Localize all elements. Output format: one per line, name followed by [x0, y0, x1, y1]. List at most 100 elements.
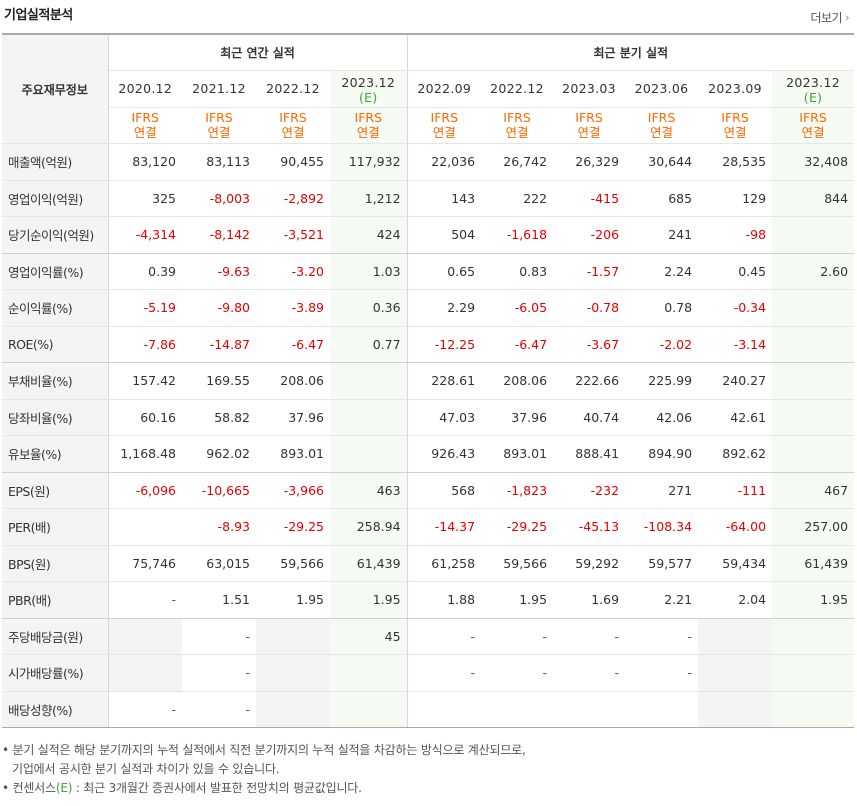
value-cell: 893.01 — [481, 435, 554, 473]
value-cell: 0.65 — [407, 253, 482, 290]
value-cell: -0.34 — [698, 289, 773, 327]
period-header: 2023.09 — [698, 70, 773, 108]
value-cell: 22,036 — [407, 143, 482, 181]
value-cell — [772, 399, 855, 436]
value-cell: 37.96 — [481, 399, 554, 436]
ifrs-badge: IFRS 연결 — [256, 107, 330, 144]
value-cell: 42.61 — [698, 399, 773, 436]
value-cell: 0.78 — [625, 289, 699, 327]
value-cell: 63,015 — [182, 545, 256, 582]
row-label: 부채비율(%) — [2, 362, 109, 400]
table-row: 부채비율(%) 157.42 169.55 208.06 228.61 208.06 222… — [2, 362, 855, 400]
value-cell: -1,618 — [481, 216, 554, 254]
table-row: PBR(배) -1.51 1.95 1.95 1.88 1.95 1.69 2.21 2.04 1… — [2, 581, 855, 619]
ifrs-row: IFRS 연결 IFRS 연결 IFRS 연결 IFRS 연결 IFRS 연결 IFRS 연결 IFRS… — [2, 107, 855, 144]
value-cell: 1.03 — [330, 253, 408, 290]
row-label: EPS(원) — [2, 472, 109, 509]
value-cell — [481, 691, 554, 728]
value-cell: 1.95 — [481, 581, 554, 619]
value-cell: 0.39 — [108, 253, 182, 290]
value-cell — [330, 654, 408, 692]
value-cell: 28,535 — [698, 143, 773, 181]
value-cell: 222 — [481, 180, 554, 217]
row-label: 유보율(%) — [2, 435, 109, 473]
table-row: ROE(%) -7.86 -14.87 -6.47 0.77 -12.25 -6.47 -3.… — [2, 326, 855, 363]
value-cell: -0.78 — [553, 289, 626, 327]
date-row: 2020.12 2021.12 2022.12 2023.12 (E) 2022.09 20… — [2, 70, 855, 108]
note-1-cont: 기업에서 공시한 분기 실적과 차이가 있을 수 있습니다. — [12, 762, 280, 776]
value-cell: -3.67 — [553, 326, 626, 363]
value-cell: 1.95 — [256, 581, 330, 619]
value-cell: -2,892 — [256, 180, 330, 217]
value-cell: 83,120 — [108, 143, 182, 181]
value-cell — [772, 362, 855, 400]
value-cell — [256, 618, 330, 655]
value-cell: -3,966 — [256, 472, 330, 509]
value-cell — [330, 362, 408, 400]
period-header: 2023.06 — [625, 70, 699, 108]
ifrs-badge: IFRS 연결 — [553, 107, 626, 144]
value-cell: 888.41 — [553, 435, 626, 473]
value-cell — [108, 654, 182, 692]
period-header: 2022.09 — [407, 70, 482, 108]
value-cell: -5.19 — [108, 289, 182, 327]
value-cell: - — [108, 581, 182, 619]
value-cell: -6.05 — [481, 289, 554, 327]
value-cell — [108, 618, 182, 655]
value-cell: 685 — [625, 180, 699, 217]
value-cell: -6,096 — [108, 472, 182, 509]
value-cell: 169.55 — [182, 362, 256, 400]
row-label: 배당성향(%) — [2, 691, 109, 728]
value-cell: 75,746 — [108, 545, 182, 582]
value-cell: 0.77 — [330, 326, 408, 363]
value-cell: 157.42 — [108, 362, 182, 400]
value-cell: 0.36 — [330, 289, 408, 327]
table-row: 당좌비율(%) 60.16 58.82 37.96 47.03 37.96 40.74 42.… — [2, 399, 855, 436]
value-cell — [553, 691, 626, 728]
value-cell: - — [553, 654, 626, 692]
value-cell: -98 — [698, 216, 773, 254]
value-cell: -7.86 — [108, 326, 182, 363]
value-cell: 58.82 — [182, 399, 256, 436]
value-cell: 40.74 — [553, 399, 626, 436]
table-row: 순이익률(%) -5.19 -9.80 -3.89 0.36 2.29 -6.05 -0.78… — [2, 289, 855, 327]
value-cell — [772, 435, 855, 473]
value-cell: - — [625, 618, 699, 655]
value-cell: 228.61 — [407, 362, 482, 400]
value-cell: 1.69 — [553, 581, 626, 619]
value-cell: 1.95 — [772, 581, 855, 619]
value-cell: - — [553, 618, 626, 655]
row-label: ROE(%) — [2, 326, 109, 363]
value-cell: 1.88 — [407, 581, 482, 619]
table-row: 배당성향(%) - - — [2, 691, 855, 728]
value-cell: -3.14 — [698, 326, 773, 363]
value-cell: -2.02 — [625, 326, 699, 363]
value-cell: 2.04 — [698, 581, 773, 619]
value-cell: 2.21 — [625, 581, 699, 619]
value-cell: - — [407, 618, 482, 655]
value-cell: -206 — [553, 216, 626, 254]
period-header: 2023.03 — [553, 70, 626, 108]
value-cell: - — [182, 618, 256, 655]
value-cell — [698, 654, 773, 692]
value-cell: 424 — [330, 216, 408, 254]
value-cell: 208.06 — [256, 362, 330, 400]
value-cell: 1,212 — [330, 180, 408, 217]
value-cell: 568 — [407, 472, 482, 509]
value-cell: -6.47 — [256, 326, 330, 363]
value-cell: 59,292 — [553, 545, 626, 582]
value-cell: 257.00 — [772, 508, 855, 546]
value-cell: 463 — [330, 472, 408, 509]
period-header: 2021.12 — [182, 70, 256, 108]
more-link[interactable]: 더보기 › — [810, 9, 849, 26]
period-header: 2022.12 — [256, 70, 330, 108]
value-cell — [698, 618, 773, 655]
period-header: 2023.12 (E) — [330, 70, 408, 108]
more-label: 더보기 — [810, 11, 843, 25]
row-label: PBR(배) — [2, 581, 109, 619]
row-label: 영업이익률(%) — [2, 253, 109, 290]
period-header: 2023.12 (E) — [772, 70, 855, 108]
value-cell: -8.93 — [182, 508, 256, 546]
value-cell: 271 — [625, 472, 699, 509]
value-cell: - — [182, 691, 256, 728]
